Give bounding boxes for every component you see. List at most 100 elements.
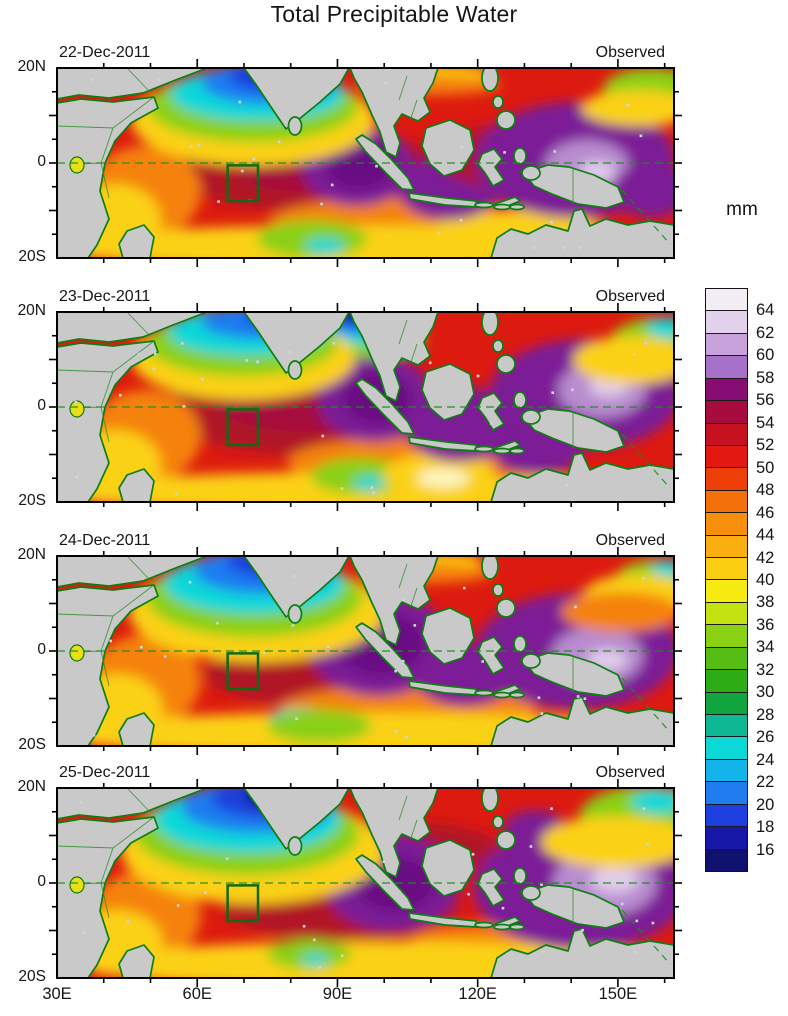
colorbar-segment-32-34 — [706, 646, 747, 670]
colorbar-segment-26-28 — [706, 714, 747, 737]
land-mindanao — [496, 598, 516, 618]
land-sri-lanka — [287, 116, 303, 136]
land-sri-lanka — [287, 836, 303, 856]
latitude-tick-label: 20N — [17, 302, 46, 319]
land-new-guinea-head — [521, 409, 541, 425]
latitude-tick-label: 0 — [37, 641, 46, 658]
dashed-meridian-se — [621, 189, 671, 245]
colorbar-segment-60-62 — [706, 332, 747, 356]
colorbar-segment-42-44 — [706, 534, 747, 558]
land-halmahera — [513, 867, 527, 885]
land-new-guinea — [526, 884, 625, 929]
landmasses — [57, 312, 674, 502]
colorbar-tick-58: 58 — [756, 368, 775, 387]
landmasses — [57, 556, 674, 746]
latitude-tick-label: 20N — [17, 778, 46, 795]
colorbar-segment-44-46 — [706, 512, 747, 535]
land-luzon — [481, 312, 499, 336]
colorbar-segment-58-60 — [706, 355, 747, 378]
data-gap-dots — [74, 342, 647, 496]
latitude-tick-label: 20S — [18, 968, 46, 985]
colorbar-segment-54-56 — [706, 400, 747, 423]
colorbar-segment-50-52 — [706, 444, 747, 468]
longitude-tick-120E: 120E — [458, 985, 497, 1003]
land-new-guinea-head — [521, 165, 541, 181]
latitude-tick-label: 20S — [18, 736, 46, 753]
colorbar-segment-30-32 — [706, 669, 747, 692]
axis-ticks — [49, 547, 682, 755]
longitude-tick-30E: 30E — [42, 985, 72, 1003]
study-region-box — [226, 884, 260, 923]
dashed-meridian-se — [621, 909, 671, 965]
land-sulawesi — [477, 148, 505, 187]
land-arabia — [57, 68, 208, 100]
dashed-meridian-se — [621, 433, 671, 489]
colorbar-tick-42: 42 — [756, 548, 775, 567]
latitude-tick-label: 0 — [37, 397, 46, 414]
colorbar-segment-<16 — [706, 848, 747, 871]
land-sulawesi — [477, 636, 505, 675]
land-mindanao — [496, 110, 516, 130]
colorbar-segment->64 — [706, 289, 747, 311]
land-madagascar — [118, 712, 155, 746]
lake-victoria — [69, 156, 85, 174]
colorbar — [705, 288, 748, 872]
colorbar-tick-18: 18 — [756, 818, 775, 837]
colorbar-tick-30: 30 — [756, 683, 775, 702]
axis-ticks — [49, 779, 682, 987]
land-lesser-sunda-1 — [474, 201, 494, 209]
colorbar-tick-50: 50 — [756, 458, 775, 477]
data-gap-dots — [92, 574, 645, 739]
land-lesser-sunda-2 — [493, 447, 511, 455]
panel-date-label: 24-Dec-2011 — [59, 532, 151, 549]
land-arabia — [57, 788, 208, 820]
axis-ticks — [49, 303, 682, 511]
country-borders — [56, 787, 574, 924]
colorbar-segment-40-42 — [706, 557, 747, 580]
study-region-box — [226, 408, 260, 447]
land-lesser-sunda-2 — [493, 203, 511, 211]
colorbar-segment-20-22 — [706, 781, 747, 804]
figure-title: Total Precipitable Water — [270, 1, 518, 27]
land-halmahera — [513, 635, 527, 653]
land-mindanao — [496, 354, 516, 374]
longitude-tick-90E: 90E — [322, 985, 353, 1003]
land-new-guinea — [526, 164, 625, 209]
longitude-tick-150E: 150E — [598, 985, 638, 1003]
panel-date-label: 25-Dec-2011 — [59, 764, 151, 781]
colorbar-segment-24-26 — [706, 736, 747, 759]
colorbar-segment-52-54 — [706, 422, 747, 445]
land-lesser-sunda-1 — [474, 689, 494, 697]
land-africa — [57, 816, 159, 978]
map-panel-25-Dec-2011 — [49, 779, 682, 987]
panel-observed-label: Observed — [595, 44, 665, 61]
data-gap-dots — [79, 800, 655, 969]
colorbar-tick-56: 56 — [756, 391, 775, 410]
colorbar-tick-52: 52 — [756, 436, 775, 455]
colorbar-segment-16-18 — [706, 826, 747, 849]
land-new-guinea-head — [521, 885, 541, 901]
land-sri-lanka — [287, 604, 303, 624]
land-sulawesi — [477, 392, 505, 431]
land-madagascar — [118, 468, 155, 502]
study-region-box — [226, 164, 260, 203]
map-panel-22-Dec-2011 — [49, 59, 682, 267]
land-lesser-sunda-3 — [509, 691, 525, 699]
colorbar-tick-24: 24 — [756, 750, 775, 769]
land-madagascar — [118, 944, 155, 978]
land-australia — [490, 208, 674, 258]
land-new-guinea — [526, 652, 625, 697]
colorbar-segment-62-64 — [706, 310, 747, 333]
colorbar-tick-64: 64 — [756, 301, 775, 320]
land-visayas — [492, 815, 504, 829]
land-borneo — [421, 363, 475, 421]
map-panel-24-Dec-2011 — [49, 547, 682, 755]
land-madagascar — [118, 224, 155, 258]
colorbar-segment-28-30 — [706, 691, 747, 715]
land-sulawesi — [477, 868, 505, 907]
land-luzon — [481, 68, 499, 92]
land-halmahera — [513, 391, 527, 409]
colorbar-tick-44: 44 — [756, 526, 775, 545]
land-lesser-sunda-1 — [474, 445, 494, 453]
